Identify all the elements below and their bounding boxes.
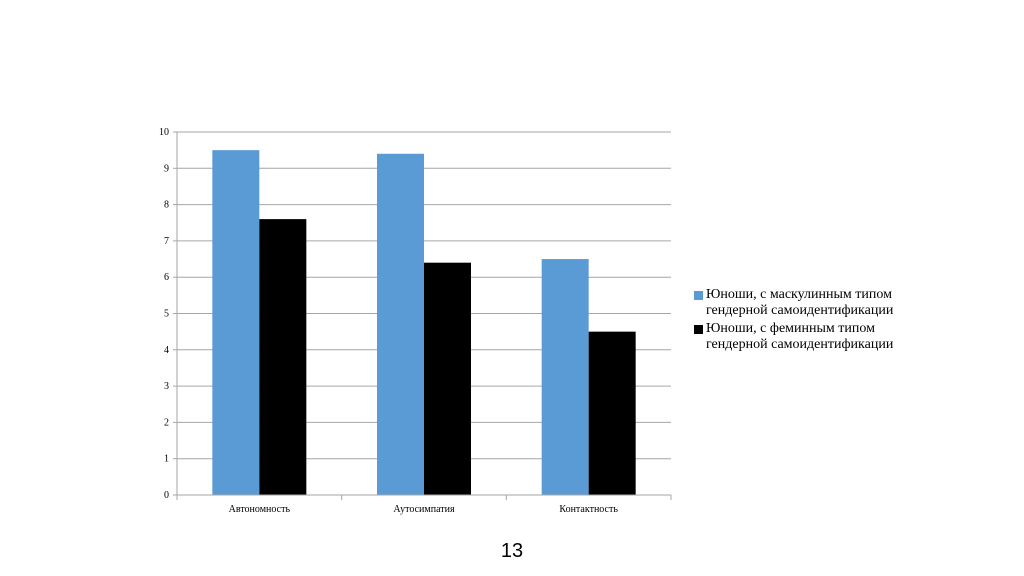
y-tick-label: 6 [164,272,169,283]
legend-swatch-masculine [694,291,703,300]
y-tick-label: 2 [164,417,169,428]
bar-feminine-2 [588,331,636,495]
x-category-label: Автономность [229,504,291,515]
y-tick-label: 4 [164,345,169,356]
y-tick-label: 5 [164,309,169,320]
bar-feminine-0 [259,219,307,495]
y-tick-label: 9 [164,163,169,174]
y-tick-label: 8 [164,200,169,211]
bar-feminine-1 [424,262,471,495]
y-tick-label: 0 [164,490,169,501]
y-tick-label: 10 [159,127,169,138]
y-tick-label: 3 [164,381,169,392]
legend-label-feminine: Юноши, с феминным типом гендерной самоид… [706,321,894,352]
legend-label-masculine: Юноши, с маскулинным типом гендерной сам… [706,287,894,318]
x-category-label: Аутосимпатия [393,504,455,515]
y-tick-label: 7 [164,236,169,247]
legend-item-feminine: Юноши, с феминным типом гендерной самоид… [694,321,934,353]
y-tick-label: 1 [164,454,169,465]
page-number: 13 [500,540,524,562]
legend-swatch-feminine [694,325,703,334]
bar-masculine-0 [212,150,260,495]
chart-legend: Юноши, с маскулинным типом гендерной сам… [694,287,934,355]
bar-masculine-1 [377,153,424,495]
x-category-label: Контактность [559,504,618,515]
bar-masculine-2 [541,259,589,495]
legend-item-masculine: Юноши, с маскулинным типом гендерной сам… [694,287,934,319]
